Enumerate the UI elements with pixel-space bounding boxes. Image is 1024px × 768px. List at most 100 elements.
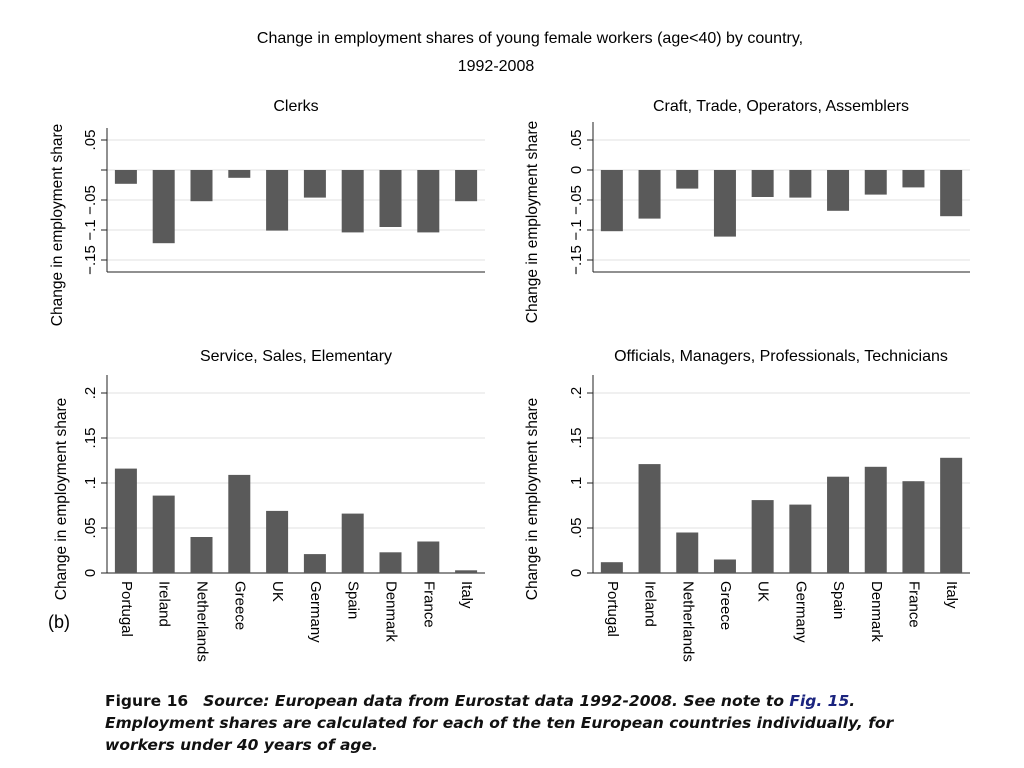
bar-italy xyxy=(940,170,963,217)
x-tick-label: Spain xyxy=(830,581,847,619)
bar-germany xyxy=(303,170,326,198)
caption-label: Figure 16 xyxy=(105,692,189,710)
y-tick-label: .1 xyxy=(568,477,585,490)
y-tick-label: −.05 xyxy=(568,185,585,215)
bar-uk xyxy=(751,500,774,573)
bar-france xyxy=(902,481,925,573)
x-tick-label: Germany xyxy=(792,581,809,643)
bar-uk xyxy=(266,170,289,231)
bar-netherlands xyxy=(190,537,213,573)
figure-title-line2: 1992-2008 xyxy=(458,58,535,75)
bar-greece xyxy=(713,559,736,573)
panel-title: Clerks xyxy=(273,98,318,115)
bar-france xyxy=(417,170,440,233)
bar-italy xyxy=(455,170,478,202)
y-tick-label: 0 xyxy=(82,569,99,577)
bar-uk xyxy=(751,170,774,197)
bar-germany xyxy=(789,170,812,198)
x-tick-label: UK xyxy=(755,581,772,602)
panel-title: Officials, Managers, Professionals, Tech… xyxy=(614,348,948,365)
bar-portugal xyxy=(114,468,137,573)
bar-portugal xyxy=(600,562,623,573)
y-tick-label: .15 xyxy=(82,428,99,449)
x-tick-label: Ireland xyxy=(642,581,659,627)
bar-germany xyxy=(789,504,812,573)
x-tick-label: UK xyxy=(269,581,286,602)
chart-panel-1: Clerks .05 −.05 −.1 −.15 Change in employment… xyxy=(49,98,485,326)
y-tick-label: .2 xyxy=(568,387,585,400)
bar-spain xyxy=(827,476,850,573)
y-tick-label: 0 xyxy=(568,569,585,577)
bar-denmark xyxy=(379,552,402,573)
y-axis-label: Change in employment share xyxy=(49,124,66,326)
y-tick-label: .05 xyxy=(82,518,99,539)
bar-denmark xyxy=(379,170,402,227)
x-tick-label: Netherlands xyxy=(194,581,211,662)
bar-spain xyxy=(827,170,850,211)
figure-caption: Figure 16 Source: European data from Eur… xyxy=(105,690,935,756)
x-tick-label: Spain xyxy=(345,581,362,619)
bar-ireland xyxy=(152,170,175,244)
x-tick-label: Ireland xyxy=(156,581,173,627)
bar-netherlands xyxy=(190,170,213,202)
bar-italy xyxy=(940,457,963,573)
bar-germany xyxy=(303,554,326,573)
bar-spain xyxy=(341,170,364,233)
bar-greece xyxy=(713,170,736,237)
y-tick-label: .1 xyxy=(82,477,99,490)
y-tick-label: 0 xyxy=(568,166,585,174)
panel-tag: (b) xyxy=(48,612,70,632)
x-tick-label: Germany xyxy=(307,581,324,643)
bar-netherlands xyxy=(676,170,699,189)
caption-text-before: Source: European data from Eurostat data… xyxy=(203,692,790,710)
bar-denmark xyxy=(864,466,887,573)
x-tick-label: Italy xyxy=(458,581,475,609)
bar-france xyxy=(417,541,440,573)
bar-ireland xyxy=(638,170,661,219)
chart-panels: Clerks .05 −.05 −.1 −.15 Change in employment… xyxy=(49,98,970,662)
y-tick-label: −.05 xyxy=(82,185,99,215)
chart-panel-3: Service, Sales, Elementary 0 .05 .1 .15 .2 Cha… xyxy=(53,348,485,662)
x-tick-label: Portugal xyxy=(604,581,621,637)
y-tick-label: .05 xyxy=(568,518,585,539)
bar-france xyxy=(902,170,925,188)
y-tick-label: −.1 xyxy=(82,219,99,240)
y-axis-label: Change in employment share xyxy=(524,398,541,600)
y-axis-label: Change in employment share xyxy=(53,398,70,600)
figure-title-line1: Change in employment shares of young fem… xyxy=(257,30,803,47)
bar-uk xyxy=(266,510,289,573)
panel-title: Craft, Trade, Operators, Assemblers xyxy=(653,98,909,115)
bar-denmark xyxy=(864,170,887,195)
chart-panel-2: Craft, Trade, Operators, Assemblers .05 0 −… xyxy=(524,98,970,323)
x-tick-label: Denmark xyxy=(383,581,400,642)
x-tick-label: Greece xyxy=(717,581,734,630)
y-tick-label: .05 xyxy=(568,130,585,151)
y-tick-label: .2 xyxy=(82,387,99,400)
caption-text-after: . Employment shares are calculated for e… xyxy=(105,692,894,754)
bar-ireland xyxy=(638,464,661,573)
bar-portugal xyxy=(600,170,623,232)
bar-italy xyxy=(455,570,478,573)
x-tick-label: Denmark xyxy=(868,581,885,642)
panel-title: Service, Sales, Elementary xyxy=(200,348,392,365)
y-tick-label: .15 xyxy=(568,428,585,449)
bar-spain xyxy=(341,513,364,573)
bar-ireland xyxy=(152,495,175,573)
y-tick-label: −.15 xyxy=(568,245,585,275)
y-tick-label: .05 xyxy=(82,130,99,151)
x-tick-label: France xyxy=(905,581,922,628)
caption-figure-link[interactable]: Fig. 15 xyxy=(789,692,850,710)
bar-greece xyxy=(228,170,251,178)
bar-portugal xyxy=(114,170,137,184)
x-tick-label: Italy xyxy=(943,581,960,609)
x-tick-label: Portugal xyxy=(118,581,135,637)
x-tick-label: France xyxy=(420,581,437,628)
bar-greece xyxy=(228,474,251,573)
y-tick-label: −.15 xyxy=(82,245,99,275)
chart-panel-4: Officials, Managers, Professionals, Tech… xyxy=(524,348,970,662)
y-tick-label: −.1 xyxy=(568,219,585,240)
x-tick-label: Netherlands xyxy=(679,581,696,662)
bar-netherlands xyxy=(676,532,699,573)
y-axis-label: Change in employment share xyxy=(524,121,541,323)
